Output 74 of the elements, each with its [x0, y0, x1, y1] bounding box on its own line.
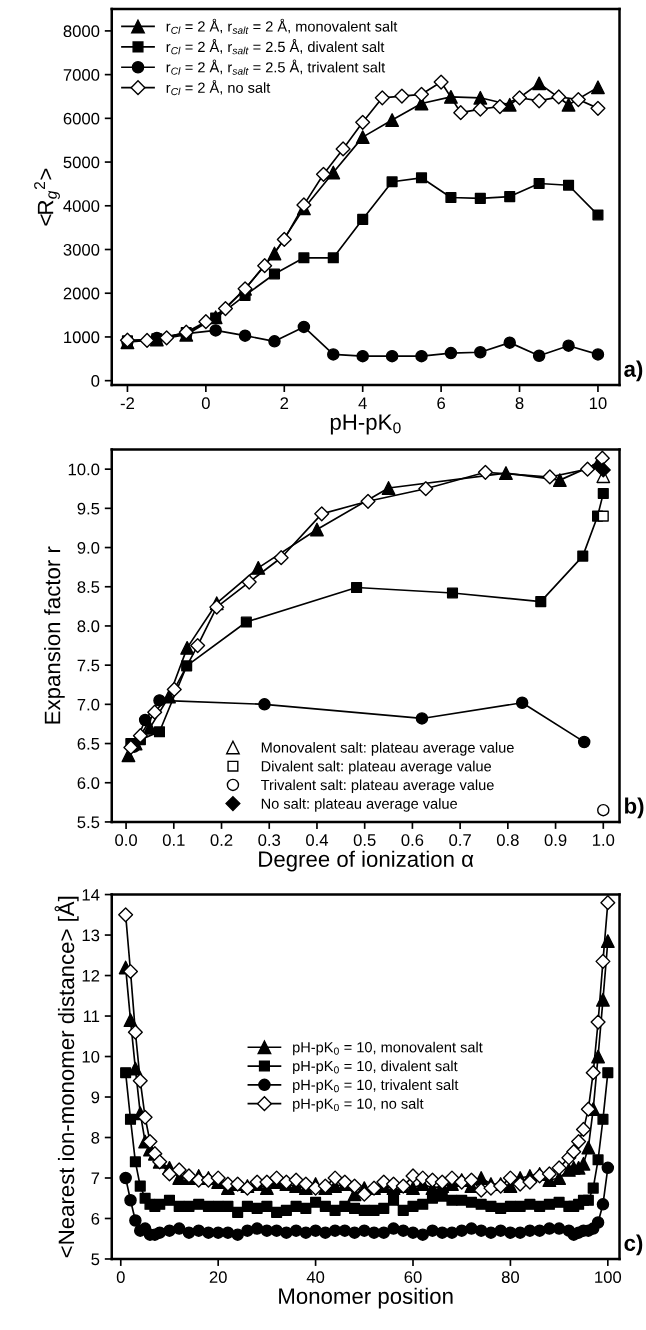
y-tick-label: 7000 — [63, 69, 100, 81]
y-tick-label: 8 — [91, 1131, 100, 1144]
y-axis-title: Expansion factor r — [44, 546, 65, 724]
legend-label: pH-pK$_{0}$ = 10, divalent salt — [293, 1060, 458, 1075]
y-tick-label: 9.5 — [77, 502, 100, 515]
y-tick-label: 10.0 — [68, 463, 100, 476]
y-tick-label: 5.5 — [77, 816, 100, 829]
x-tick-label: 0.3 — [258, 834, 281, 846]
x-tick-label: 0.9 — [544, 834, 567, 846]
x-tick-label: 0 — [116, 1271, 125, 1284]
y-tick-label: 8.0 — [77, 620, 100, 633]
y-tick-label: 13 — [82, 929, 100, 942]
y-tick-label: 9.0 — [77, 541, 100, 554]
x-tick-label: 100 — [595, 1271, 622, 1284]
x-tick-label: 10 — [589, 397, 607, 410]
y-axis-title: <R$_{g}$$^{2}$> — [34, 168, 60, 226]
legend-label: Trivalent salt: plateau average value — [260, 779, 494, 794]
y-tick-label: 8000 — [63, 25, 100, 38]
y-tick-label: 6000 — [63, 112, 100, 125]
text: b) — [625, 797, 644, 819]
y-tick-label: 4000 — [63, 200, 100, 212]
y-tick-label: 5000 — [63, 156, 100, 169]
y-tick-label: 14 — [82, 889, 100, 901]
x-tick-label: 6 — [437, 397, 446, 410]
legend-label: No salt: plateau average value — [261, 798, 457, 812]
x-tick-label: 0.6 — [401, 834, 424, 846]
legend-label: r$_{Cl}$ = 2 Å, r$_{salt}$ = 2.5 Å, trivalent salt — [166, 59, 386, 75]
y-axis-title: <Nearest ion-monomer distance> [Å] — [54, 896, 79, 1258]
y-tick-label: 7.0 — [77, 698, 100, 711]
y-tick-label: 7 — [91, 1172, 100, 1185]
x-tick-label: 0.5 — [353, 834, 376, 846]
x-tick-label: 0 — [201, 397, 210, 410]
x-tick-label: 2 — [280, 397, 289, 409]
legend-label: r$_{Cl}$ = 2 Å, no salt — [166, 79, 271, 96]
x-tick-label: 0.1 — [162, 834, 185, 846]
legend-label: Monovalent salt: plateau average value — [261, 742, 514, 756]
x-tick-label: 0.4 — [306, 834, 329, 846]
x-tick-label: 20 — [209, 1271, 227, 1284]
y-tick-label: 1000 — [64, 331, 100, 344]
x-tick-label: 80 — [501, 1271, 520, 1284]
x-axis-title: pH-pK$_{0}$ — [330, 414, 401, 435]
legend-label: pH-pK$_{0}$ = 10, monovalent salt — [293, 1041, 483, 1056]
x-tick-label: 0.2 — [210, 834, 233, 846]
x-axis-title: Degree of ionization α — [259, 850, 474, 872]
legend-label: pH-pK$_{0}$ = 10, trivalent salt — [293, 1079, 459, 1093]
y-tick-label: 10 — [82, 1050, 100, 1063]
x-tick-label: 4 — [358, 397, 367, 409]
x-tick-label: 40 — [306, 1271, 325, 1284]
legend-label: r$_{Cl}$ = 2 Å, r$_{salt}$ = 2 Å, monovalent salt — [166, 18, 398, 34]
y-tick-label: 8.5 — [77, 581, 100, 593]
y-tick-label: 0 — [91, 375, 100, 387]
y-tick-label: 12 — [82, 969, 100, 982]
y-tick-label: 7.5 — [77, 659, 100, 672]
text: a) — [624, 360, 643, 382]
x-tick-label: 0.8 — [496, 834, 519, 846]
x-tick-label: 0.7 — [449, 834, 471, 846]
y-tick-label: 9 — [91, 1091, 100, 1104]
legend-label: pH-pK$_{0}$ = 10, no salt — [293, 1098, 424, 1112]
x-tick-label: 1.0 — [592, 834, 615, 846]
x-axis-title: Monomer position — [279, 1287, 453, 1309]
y-tick-label: 2000 — [63, 287, 100, 300]
x-tick-label: 60 — [404, 1271, 422, 1284]
y-tick-label: 6.5 — [77, 737, 100, 750]
x-tick-label: -2 — [120, 397, 135, 409]
legend-label: r$_{Cl}$ = 2 Å, r$_{salt}$ = 2.5 Å, divalent salt — [166, 39, 385, 55]
legend-label: Divalent salt: plateau average value — [261, 760, 492, 775]
y-tick-label: 3000 — [63, 243, 100, 256]
y-tick-label: 6.0 — [77, 777, 100, 789]
y-tick-label: 5 — [91, 1253, 100, 1266]
y-tick-label: 11 — [83, 1010, 100, 1023]
x-tick-label: 8 — [515, 397, 524, 410]
text: c) — [624, 1234, 643, 1256]
y-tick-label: 6 — [91, 1212, 100, 1225]
x-tick-label: 0.0 — [115, 834, 138, 846]
